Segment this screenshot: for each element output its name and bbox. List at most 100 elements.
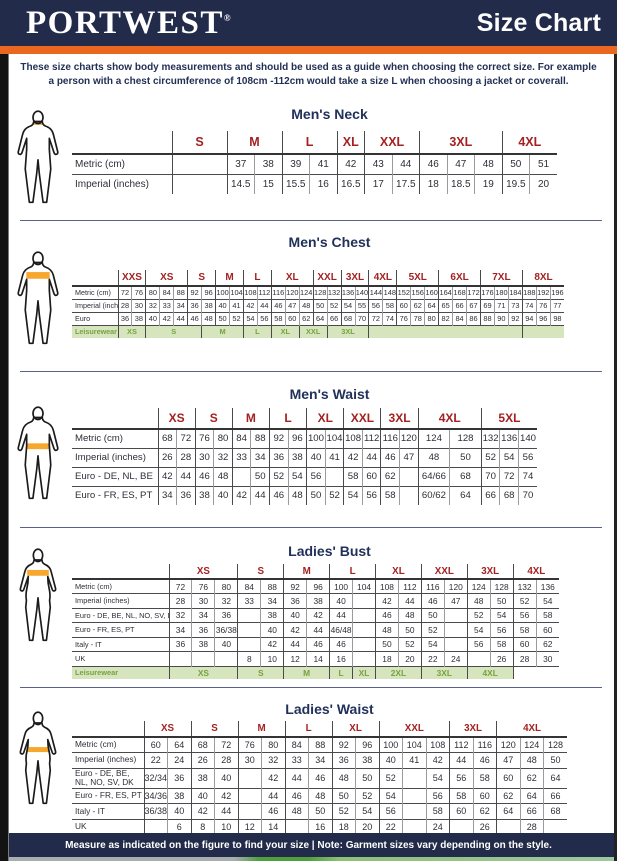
size-cell: 38 <box>287 447 307 467</box>
size-cell: 26 <box>472 818 497 835</box>
size-cell: 52 <box>326 298 342 312</box>
size-cell: 50 <box>312 298 328 312</box>
size-cell: 34 <box>260 593 284 608</box>
ladies-waist-figure <box>19 711 57 805</box>
size-cell: 38 <box>201 298 216 312</box>
size-header-xl: XL <box>336 131 365 154</box>
leisurewear-label: Leisurewear <box>72 665 169 679</box>
size-cell: 92 <box>331 736 356 753</box>
row-label: Euro - DE, BE, NL, NO, SV, DK <box>72 607 169 623</box>
table-row: Imperial (inches) 14.5 15 15.5 16 16.5 17 17.5 1… <box>72 173 558 194</box>
size-cell: 36 <box>176 485 196 505</box>
size-cell: 65 <box>438 298 453 312</box>
size-cell: 42 <box>214 787 239 804</box>
size-cell: 96 <box>287 428 307 448</box>
size-cell: 30 <box>131 298 146 312</box>
size-cell: 112 <box>449 736 474 753</box>
size-cell: 38 <box>131 311 146 325</box>
leisurewear-cell <box>512 665 559 679</box>
size-cell <box>402 803 427 820</box>
size-cell: 54 <box>287 466 307 486</box>
leisurewear-cell: XXL <box>298 324 328 338</box>
size-cell: 52 <box>229 311 244 325</box>
size-cell: 50 <box>501 153 530 174</box>
measurement-band <box>26 443 50 450</box>
size-header-m: M <box>215 270 244 286</box>
size-cell: 44 <box>397 593 422 608</box>
section-mens-waist: Men's Waist XS S M L XL XXL 3XL 4XL 5XL Metric (cm… <box>0 372 617 528</box>
size-cell: 60 <box>396 298 411 312</box>
size-cell: 64 <box>519 787 544 804</box>
size-cell: 26 <box>190 752 215 768</box>
size-cell: 112 <box>256 285 272 299</box>
size-cell: 64 <box>543 767 568 789</box>
size-header-xl: XL <box>375 564 422 579</box>
size-cell: 44 <box>283 636 307 652</box>
size-cell: 48 <box>284 803 309 820</box>
size-cell: 108 <box>343 428 363 448</box>
leisurewear-row: Leisurewear XS S M L XL XXL 3XL <box>72 324 565 338</box>
size-cell: 46 <box>187 311 202 325</box>
size-cell: 44 <box>250 485 270 505</box>
table-row: Imperial (inches) 28 30 32 33 34 36 38 40 42 44 46 4… <box>72 593 559 608</box>
size-cell: 30 <box>535 651 559 666</box>
size-header-xs: XS <box>157 408 196 429</box>
table-row: Metric (cm) 37 38 39 41 42 43 44 46 47 48 50 51 <box>72 153 558 174</box>
size-header-4xl: 4XL <box>496 721 568 737</box>
size-cell: 36 <box>117 311 132 325</box>
size-cell <box>237 787 262 804</box>
row-label: Euro - FR, ES, PT <box>72 622 169 637</box>
size-cell: 84 <box>231 428 251 448</box>
row-label: Euro - DE, NL, BE <box>72 466 158 486</box>
size-header-l: L <box>242 270 272 286</box>
size-cell: 44 <box>391 153 420 174</box>
size-cell: 42 <box>306 607 330 623</box>
section-mens-neck: Men's Neck S M L XL XXL 3XL 4XL Metric (cm) 37 38 3… <box>0 100 617 221</box>
size-cell: 73 <box>507 298 523 312</box>
size-header-4xl: 4XL <box>368 270 397 286</box>
size-cell: 124 <box>298 285 314 299</box>
size-cell: 24 <box>167 752 192 768</box>
size-cell: 112 <box>361 428 381 448</box>
page-bottom-edge <box>0 857 617 861</box>
table-row: Euro - FR, ES, PT 34/36 38 40 42 44 46 48 50 52 54… <box>72 787 568 804</box>
size-cell: 42 <box>375 593 399 608</box>
section-ladies-waist: Ladies' Waist XS S M L XL XXL 3XL 4XL Metric (cm)… <box>0 688 617 835</box>
size-cell: 108 <box>425 736 450 753</box>
size-cell: 76 <box>237 736 262 753</box>
size-cell: 62 <box>410 298 425 312</box>
row-label: Imperial (inches) <box>72 447 158 467</box>
size-cell: 96 <box>355 736 380 753</box>
size-cell: 18 <box>419 173 448 194</box>
size-cell: 14 <box>306 651 330 666</box>
size-cell: 60 <box>472 787 497 804</box>
size-cell: 44 <box>256 298 272 312</box>
size-cell: 56 <box>256 311 272 325</box>
corner-cell <box>72 408 158 429</box>
size-cell: 16 <box>308 818 333 835</box>
size-cell: 40 <box>167 803 192 820</box>
table-row: Euro - DE, BE, NL, NO, SV, DK 32/34 36 38 40… <box>72 767 568 789</box>
leisurewear-row: Leisurewear XS S M L XL 2XL 3XL 4XL <box>72 665 559 679</box>
row-label: Imperial (inches) <box>72 752 144 768</box>
size-cell: 32 <box>168 607 192 623</box>
size-table-mens-waist: XS S M L XL XXL 3XL 4XL 5XL Metric (cm) 68 72 76 80 84… <box>72 408 538 505</box>
size-cell: 40 <box>214 636 238 652</box>
size-cell <box>171 173 227 194</box>
size-cell: 68 <box>157 428 177 448</box>
size-cell: 44 <box>284 767 309 789</box>
size-header-xxl: XXL <box>312 270 342 286</box>
size-cell: 172 <box>466 285 481 299</box>
size-cell <box>449 818 474 835</box>
size-cell: 16.5 <box>336 173 365 194</box>
size-cell: 54 <box>343 485 363 505</box>
leisurewear-cell: S <box>145 324 202 338</box>
size-cell: 38 <box>355 752 380 768</box>
size-cell: 39 <box>281 153 310 174</box>
leisurewear-cell: M <box>201 324 244 338</box>
section-title: Men's Neck <box>291 106 368 122</box>
size-cell: 42 <box>231 485 251 505</box>
leisurewear-cell: 3XL <box>420 665 468 679</box>
size-cell: 30 <box>191 593 215 608</box>
size-cell: 28 <box>176 447 196 467</box>
